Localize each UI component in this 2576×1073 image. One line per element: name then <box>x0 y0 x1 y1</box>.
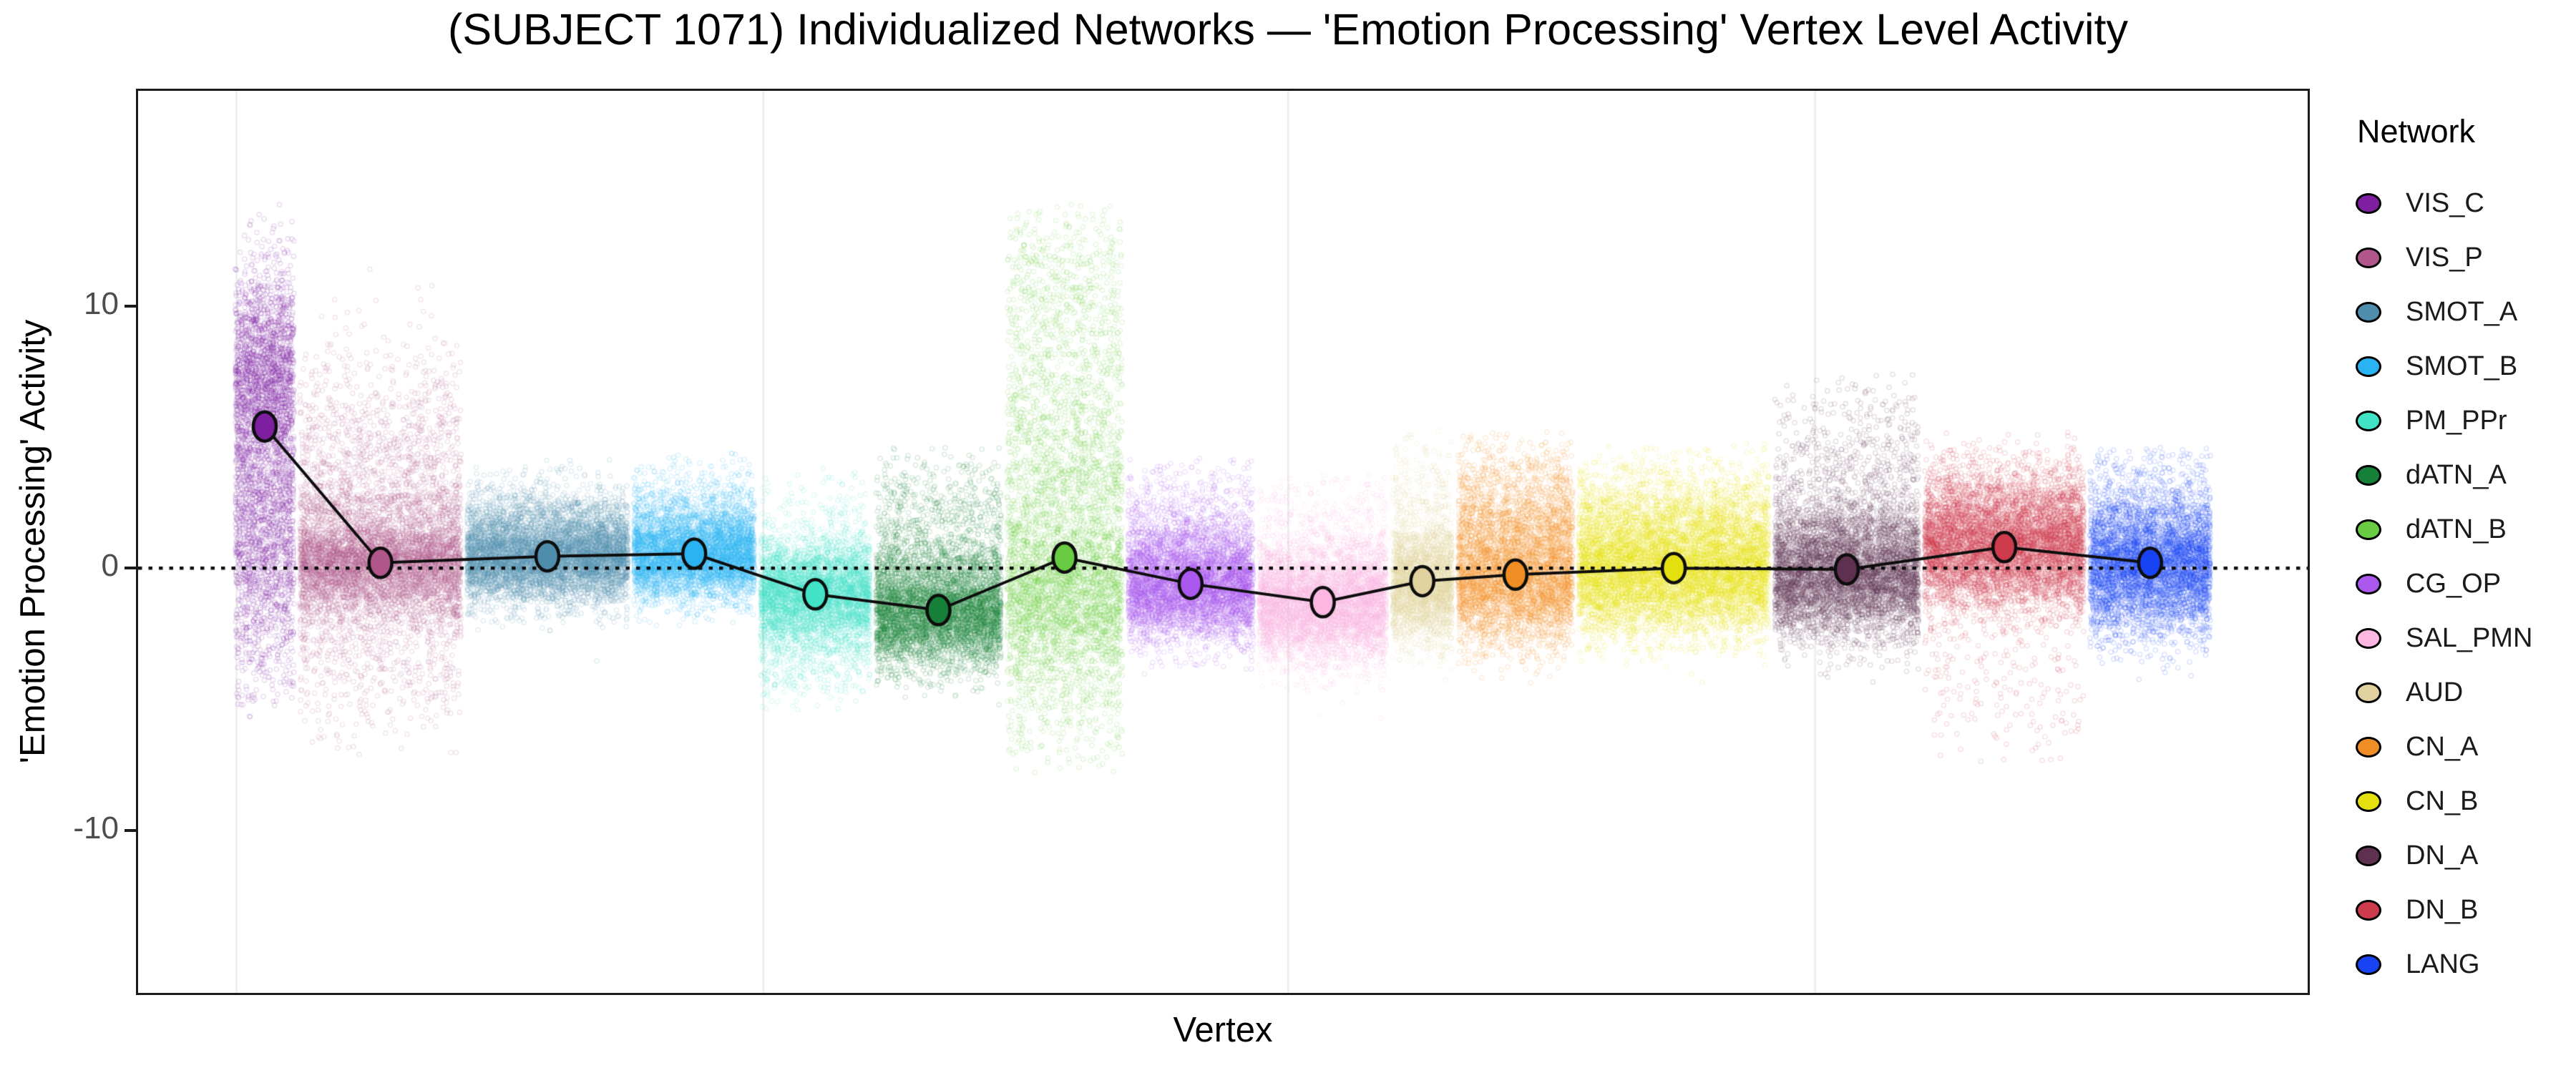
plot-canvas <box>138 91 2308 993</box>
legend-item-label: VIS_P <box>2406 242 2483 273</box>
legend-item-label: SAL_PMN <box>2406 622 2533 653</box>
legend-title: Network <box>2357 113 2476 150</box>
legend-item: AUD <box>2356 665 2532 720</box>
legend-key-icon <box>2356 519 2381 540</box>
legend-item: SAL_PMN <box>2356 611 2532 665</box>
legend-item-label: LANG <box>2406 949 2480 979</box>
y-axis-tick-mark <box>125 304 136 308</box>
legend-key-icon <box>2356 464 2381 486</box>
legend-item-label: PM_PPr <box>2406 405 2507 436</box>
legend-key-icon <box>2356 192 2381 214</box>
legend: Network VIS_C VIS_P SMOT_A SMOT_B PM_PPr dATN… <box>2356 113 2532 991</box>
y-axis-tick-mark <box>125 828 136 832</box>
legend-key-icon <box>2356 627 2381 649</box>
legend-item: VIS_C <box>2356 176 2532 230</box>
y-axis-tick-label: -10 <box>73 810 119 846</box>
legend-item: dATN_B <box>2356 502 2532 557</box>
legend-item-label: DN_A <box>2406 840 2479 871</box>
legend-key-icon <box>2356 954 2381 975</box>
legend-item: CN_A <box>2356 720 2532 774</box>
legend-item-label: CG_OP <box>2406 568 2502 599</box>
legend-item-label: AUD <box>2406 677 2464 707</box>
legend-item: dATN_A <box>2356 448 2532 502</box>
legend-key-icon <box>2356 247 2381 268</box>
legend-key-icon <box>2356 410 2381 431</box>
legend-key-icon <box>2356 682 2381 703</box>
legend-item: LANG <box>2356 937 2532 991</box>
legend-item-label: dATN_A <box>2406 459 2507 490</box>
chart-title: (SUBJECT 1071) Individualized Networks —… <box>448 5 2128 54</box>
legend-key-icon <box>2356 573 2381 594</box>
legend-item: VIS_P <box>2356 230 2532 285</box>
legend-key-icon <box>2356 356 2381 377</box>
legend-item-label: VIS_C <box>2406 187 2484 218</box>
legend-items: VIS_C VIS_P SMOT_A SMOT_B PM_PPr dATN_A dATN_B… <box>2356 176 2532 991</box>
legend-item: CN_B <box>2356 774 2532 828</box>
legend-item: SMOT_B <box>2356 339 2532 393</box>
legend-item-label: SMOT_A <box>2406 296 2518 327</box>
legend-item: DN_A <box>2356 828 2532 883</box>
y-axis-tick-label: 0 <box>101 548 119 584</box>
legend-item: DN_B <box>2356 883 2532 937</box>
legend-item: PM_PPr <box>2356 393 2532 448</box>
legend-item: CG_OP <box>2356 557 2532 611</box>
x-axis-title: Vertex <box>1173 1011 1273 1049</box>
legend-item-label: DN_B <box>2406 894 2479 925</box>
legend-key-icon <box>2356 301 2381 323</box>
legend-item-label: dATN_B <box>2406 514 2507 544</box>
legend-item-label: SMOT_B <box>2406 351 2518 381</box>
y-axis-tick-label: 10 <box>84 285 119 321</box>
y-axis-tick-mark <box>125 567 136 570</box>
legend-key-icon <box>2356 790 2381 812</box>
legend-item: SMOT_A <box>2356 285 2532 339</box>
legend-item-label: CN_B <box>2406 785 2479 816</box>
legend-key-icon <box>2356 845 2381 866</box>
legend-key-icon <box>2356 736 2381 758</box>
legend-item-label: CN_A <box>2406 731 2479 762</box>
legend-key-icon <box>2356 899 2381 921</box>
